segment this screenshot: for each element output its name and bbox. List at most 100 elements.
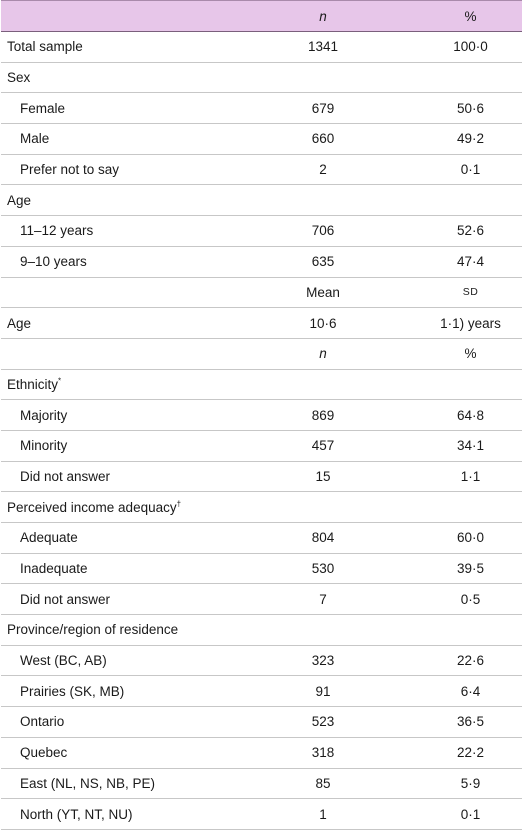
row-label-text: East (NL, NS, NB, PE) <box>20 775 156 791</box>
row-label: Minority <box>1 430 227 462</box>
row-percent-value: % <box>419 338 522 370</box>
row-n-value <box>227 62 419 94</box>
row-n-value: 660 <box>227 123 419 155</box>
table-row: Did not answer 15 1·1 <box>1 461 522 493</box>
row-percent-value <box>419 369 522 401</box>
row-percent-value: 1·1 <box>419 461 522 493</box>
table-row: Mean SD <box>1 277 522 309</box>
row-percent-value <box>419 62 522 94</box>
row-label-text: Sex <box>7 70 31 86</box>
table-row: Age 10·6 1·1) years <box>1 307 522 339</box>
row-label: East (NL, NS, NB, PE) <box>1 768 227 800</box>
row-n-value: 1341 <box>227 31 419 63</box>
row-label: West (BC, AB) <box>1 645 227 677</box>
row-percent-value <box>419 614 522 646</box>
row-n-value: 7 <box>227 583 419 616</box>
row-label <box>1 277 227 309</box>
row-percent-value: 0·1 <box>419 154 522 186</box>
row-label-text: Ethnicity <box>7 376 59 392</box>
row-label-text: 11–12 years <box>20 223 94 239</box>
table-row: Prefer not to say 2 0·1 <box>1 154 522 186</box>
row-n-value: 318 <box>227 737 419 769</box>
row-n-value: 635 <box>227 246 419 278</box>
row-n-value: 706 <box>227 215 419 247</box>
row-percent-value: 50·6 <box>419 92 522 125</box>
row-label-text: Ontario <box>20 714 65 730</box>
row-percent-value: 1·1) years <box>419 307 522 339</box>
table-row: Ethnicity* <box>1 369 522 401</box>
row-label-text: Prefer not to say <box>20 162 120 178</box>
row-n-value: 679 <box>227 92 419 125</box>
table-row: Prairies (SK, MB) 91 6·4 <box>1 675 522 708</box>
row-label-text: Province/region of residence <box>7 622 179 638</box>
table-row: Did not answer 7 0·5 <box>1 583 522 616</box>
table-row: Province/region of residence <box>1 614 522 646</box>
row-label-text: Age <box>7 192 32 208</box>
row-percent-value: SD <box>419 277 522 309</box>
row-label <box>1 338 227 370</box>
row-percent-value: 49·2 <box>419 123 522 155</box>
row-label: 11–12 years <box>1 215 227 247</box>
row-label: Age <box>1 307 227 339</box>
table-row: Age <box>1 184 522 217</box>
table-row: Perceived income adequacy† <box>1 491 522 523</box>
table-row: Minority 457 34·1 <box>1 430 522 462</box>
row-n-value: 523 <box>227 706 419 738</box>
row-percent-value: 47·4 <box>419 246 522 278</box>
row-label: Did not answer <box>1 461 227 493</box>
row-label: Perceived income adequacy† <box>1 491 227 523</box>
row-label-text: Adequate <box>20 530 78 546</box>
row-n-value: 91 <box>227 675 419 708</box>
row-label: Adequate <box>1 522 227 554</box>
row-label-text: Did not answer <box>20 591 111 607</box>
row-label-text: 9–10 years <box>20 254 87 270</box>
row-percent-value: 34·1 <box>419 430 522 462</box>
row-percent-value: 0·5 <box>419 583 522 616</box>
row-label-text: West (BC, AB) <box>20 653 107 669</box>
row-n-value: 2 <box>227 154 419 186</box>
row-n-value: 530 <box>227 553 419 585</box>
row-label-text: Prairies (SK, MB) <box>20 683 125 699</box>
row-label-text: North (YT, NT, NU) <box>20 806 133 822</box>
table-row: Female 679 50·6 <box>1 92 522 125</box>
row-n-value: 457 <box>227 430 419 462</box>
table-header-row: n % <box>1 0 522 32</box>
row-label: Quebec <box>1 737 227 769</box>
table-row: 11–12 years 706 52·6 <box>1 215 522 247</box>
row-n-value: 85 <box>227 768 419 800</box>
row-label: Province/region of residence <box>1 614 227 646</box>
row-percent-value: 22·2 <box>419 737 522 769</box>
row-label: Majority <box>1 399 227 431</box>
row-label: Total sample <box>1 31 227 63</box>
row-label: Sex <box>1 62 227 94</box>
row-n-value: 1 <box>227 798 419 830</box>
table-row: North (YT, NT, NU) 1 0·1 <box>1 798 522 830</box>
row-n-value <box>227 369 419 401</box>
row-percent-value <box>419 491 522 523</box>
row-n-value <box>227 184 419 217</box>
row-n-value: n <box>227 338 419 370</box>
header-label-cell <box>1 0 227 32</box>
row-percent-value: 64·8 <box>419 399 522 431</box>
row-percent-value: 6·4 <box>419 675 522 708</box>
row-n-value: 15 <box>227 461 419 493</box>
table-row: 9–10 years 635 47·4 <box>1 246 522 278</box>
row-label: Inadequate <box>1 553 227 585</box>
row-label: Age <box>1 184 227 217</box>
table-row: Quebec 318 22·2 <box>1 737 522 769</box>
table-row: n% <box>1 338 522 370</box>
footnote-marker: † <box>176 499 182 509</box>
row-label-text: Inadequate <box>20 561 88 577</box>
table-row: Inadequate 530 39·5 <box>1 553 522 585</box>
row-label: Female <box>1 92 227 125</box>
row-label-text: Total sample <box>7 39 83 55</box>
row-percent-value: 0·1 <box>419 798 522 830</box>
row-label: Prairies (SK, MB) <box>1 675 227 708</box>
row-label-text: Female <box>20 100 66 116</box>
row-percent-value: 60·0 <box>419 522 522 554</box>
row-n-value: 804 <box>227 522 419 554</box>
row-percent-value: 52·6 <box>419 215 522 247</box>
table-body: Total sample 1341 100·0 Sex Female 679 50·6 Mal… <box>1 31 522 830</box>
row-percent-value: 22·6 <box>419 645 522 677</box>
row-label: North (YT, NT, NU) <box>1 798 227 830</box>
